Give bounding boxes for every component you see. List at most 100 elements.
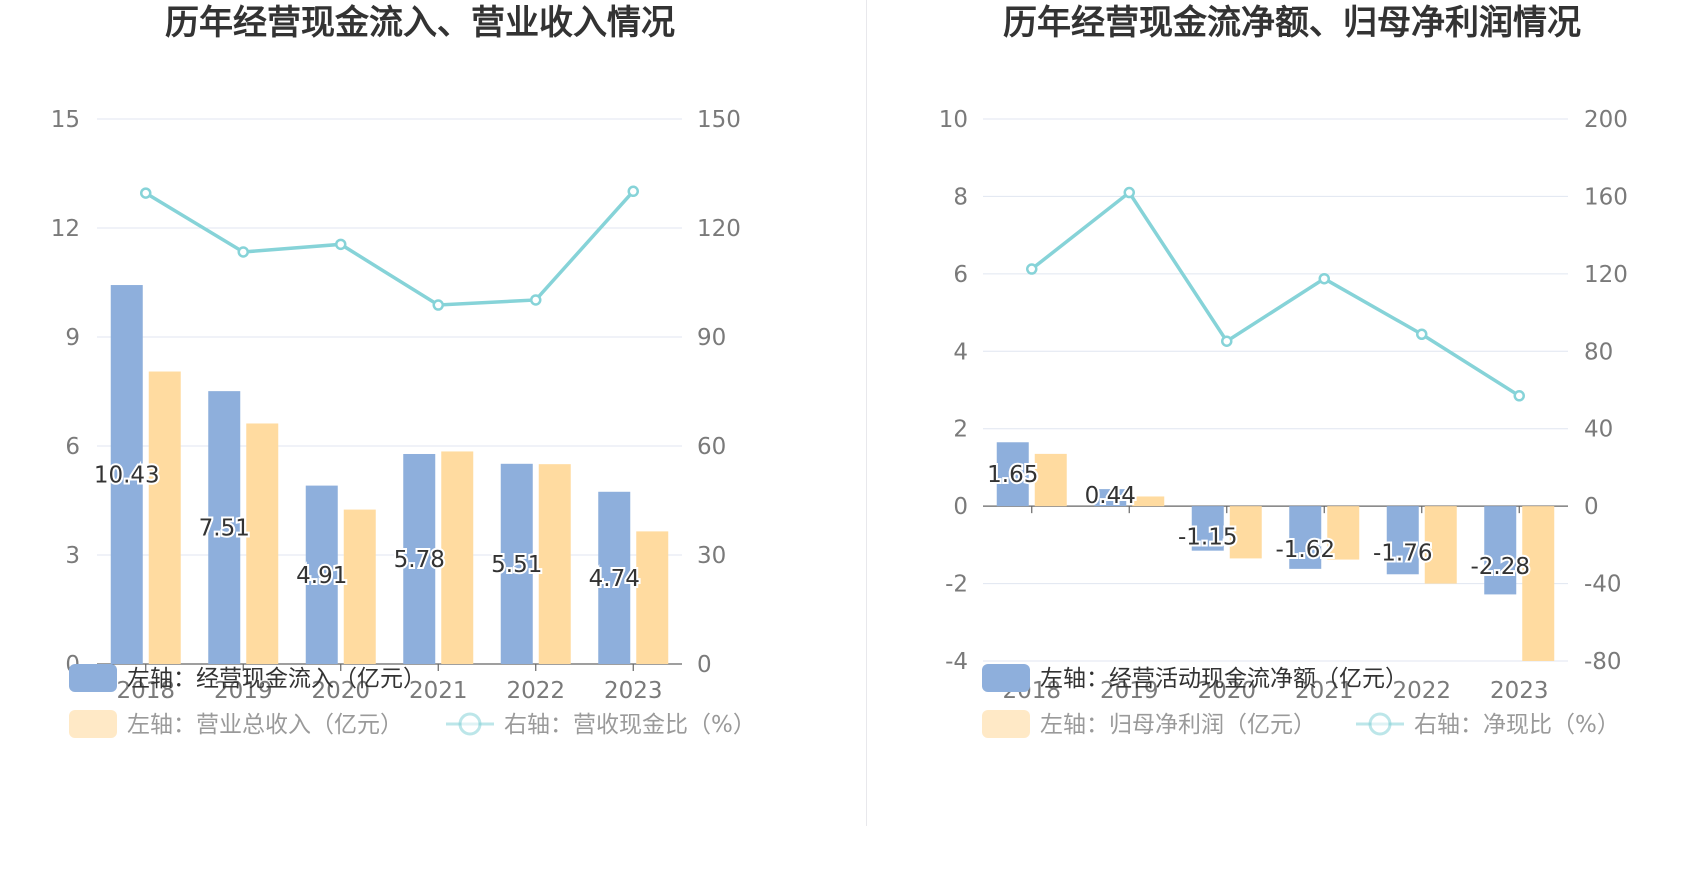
x-axis-label: 2021 (1295, 678, 1354, 704)
ratio-point (530, 294, 542, 306)
bar-data-label: 5.78 (394, 547, 445, 573)
ratio-point (1513, 390, 1525, 402)
legend-swatch (982, 710, 1030, 738)
bar-series2 (148, 371, 181, 664)
left-axis-tick: 0 (953, 494, 968, 520)
bar-data-label: -2.28 (1470, 554, 1530, 580)
net-cashflow-profit-chart: 历年经营现金流净额、归母净利润情况 -4 -2 0 2 4 6 8 10 -80 -40 0 40 80 1… (939, 3, 1628, 738)
bar-series1 (208, 391, 241, 664)
bar-series1 (996, 442, 1029, 507)
x-axis-label: 2023 (1490, 678, 1549, 704)
right-axis-tick: 200 (1584, 107, 1628, 133)
ratio-point (237, 246, 249, 258)
bar-data-label: 0.44 (1085, 483, 1136, 509)
bar-series1 (598, 491, 631, 664)
left-axis-tick: 6 (65, 434, 80, 460)
left-axis-tick: 3 (65, 543, 80, 569)
right-axis-tick: 30 (697, 543, 726, 569)
ratio-point (335, 238, 347, 251)
x-axis-label: 2020 (311, 678, 370, 704)
legend-line-marker (1368, 712, 1392, 736)
bar-series2 (1229, 506, 1262, 559)
right-axis-tick: 120 (1584, 262, 1628, 288)
bar-data-label: 10.43 (94, 463, 160, 489)
legend-label: 左轴：经营活动现金流净额（亿元） (1040, 666, 1408, 692)
ratio-line (144, 190, 635, 307)
chart-title: 历年经营现金流入、营业收入情况 (165, 3, 675, 43)
bar-series2 (1424, 506, 1457, 584)
bar-data-label: 7.51 (199, 516, 250, 542)
bar-data-label: 4.91 (296, 563, 347, 589)
bar-series2 (636, 531, 669, 664)
right-axis-tick: 150 (697, 107, 741, 133)
ratio-point (1221, 335, 1233, 347)
right-axis-tick: 120 (697, 216, 741, 242)
right-axis-tick: -40 (1584, 572, 1622, 598)
legend-swatch (982, 664, 1030, 692)
right-axis-tick: 40 (1584, 417, 1613, 443)
left-axis-tick: 9 (65, 325, 80, 351)
left-axis-tick: -2 (945, 572, 968, 598)
x-axis-label: 2018 (116, 678, 175, 704)
left-axis-tick: 10 (939, 107, 968, 133)
bar-data-label: -1.62 (1275, 537, 1335, 563)
left-axis-tick: 2 (953, 417, 968, 443)
bar-data-label: 1.65 (987, 462, 1038, 488)
right-axis-tick: 60 (697, 434, 726, 460)
bar-series2 (1034, 453, 1067, 507)
bar-series2 (1327, 506, 1360, 560)
ratio-point (432, 299, 444, 311)
chart-panel-left: 历年经营现金流入、营业收入情况0369121503060901201502018… (51, 3, 756, 738)
ratio-point (627, 185, 639, 198)
chart-panel-right: 历年经营现金流净额、归母净利润情况 -4 -2 0 2 4 6 8 10 -80 -40 0 40 80 1… (868, 0, 1700, 874)
x-axis-label: 2022 (1392, 678, 1451, 704)
bar-series1 (110, 285, 143, 664)
legend-label: 右轴：营收现金比（%） (504, 712, 756, 738)
ratio-point (1416, 328, 1428, 341)
bar-series2 (1522, 506, 1555, 661)
x-axis-label: 2022 (506, 678, 565, 704)
bar-series2 (1132, 496, 1165, 507)
ratio-point (140, 187, 152, 199)
bar-series1 (305, 485, 338, 664)
right-axis-tick: 160 (1584, 184, 1628, 210)
x-axis-label: 2019 (1100, 678, 1159, 704)
right-axis-tick: 90 (697, 325, 726, 351)
bar-series2 (343, 509, 376, 664)
x-axis-label: 2019 (214, 678, 273, 704)
panel-divider (866, 0, 867, 826)
legend-label: 左轴：营业总收入（亿元） (127, 712, 403, 738)
legend-label: 左轴：归母净利润（亿元） (1040, 712, 1316, 738)
bar-series1 (1289, 506, 1322, 569)
bar-series2 (246, 423, 279, 664)
bar-series1 (500, 463, 533, 664)
legend-label: 左轴：经营现金流入（亿元） (127, 666, 426, 692)
left-axis-tick: 8 (953, 184, 968, 210)
bar-series1 (403, 453, 436, 664)
x-axis-label: 2021 (409, 678, 468, 704)
bar-data-label: 4.74 (589, 566, 640, 592)
left-axis-tick: -4 (945, 649, 968, 675)
x-axis-label: 2023 (604, 678, 663, 704)
bar-series1 (1386, 506, 1419, 575)
bar-series1 (1484, 506, 1517, 595)
legend-swatch (69, 710, 117, 738)
chart-title: 历年经营现金流净额、归母净利润情况 (1003, 3, 1581, 43)
ratio-point (1026, 263, 1038, 275)
right-axis-tick: 80 (1584, 339, 1613, 365)
left-axis-tick: 6 (953, 262, 968, 288)
ratio-line (1030, 190, 1521, 398)
legend-line-marker (458, 712, 482, 736)
bar-series1 (1191, 506, 1224, 551)
ratio-point (1123, 186, 1135, 199)
right-axis-tick: 0 (1584, 494, 1599, 520)
ratio-point (1318, 272, 1330, 285)
bar-series2 (538, 464, 571, 664)
bar-series1 (1094, 489, 1127, 507)
bar-series2 (441, 451, 474, 664)
left-axis-tick: 12 (51, 216, 80, 242)
bar-data-label: 5.51 (491, 552, 542, 578)
bar-data-label: -1.15 (1178, 524, 1238, 550)
bar-data-label: -1.76 (1373, 540, 1433, 566)
right-axis-tick: 0 (697, 652, 712, 678)
